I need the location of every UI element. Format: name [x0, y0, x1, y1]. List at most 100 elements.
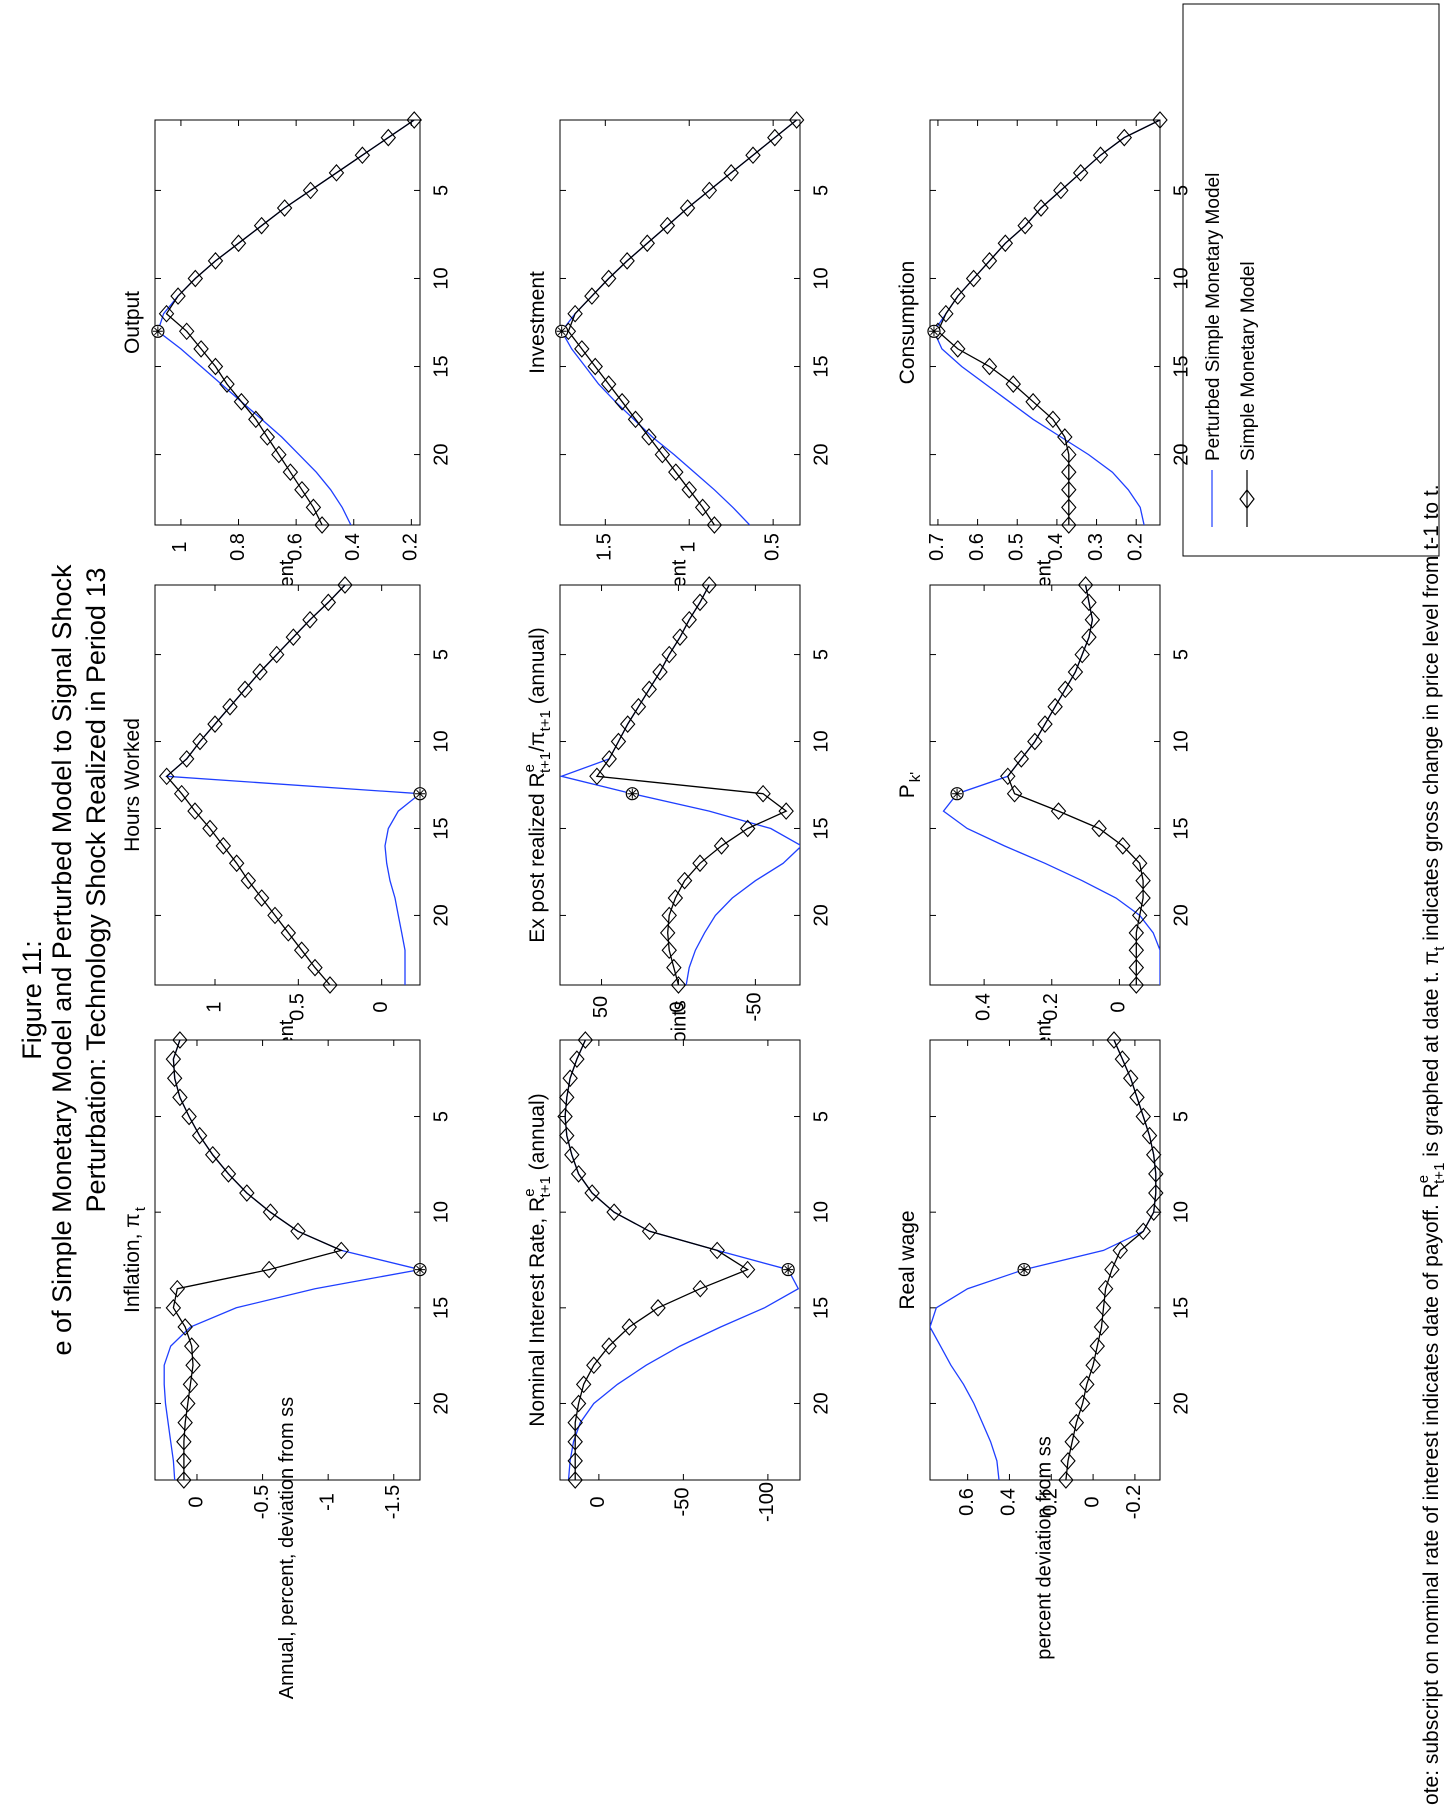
- y-tick-label: 0.2: [400, 533, 422, 561]
- y-tick-label: -50: [744, 993, 766, 1022]
- marker-diamond: [314, 516, 330, 534]
- y-tick-label: 0: [1108, 1001, 1130, 1012]
- x-tick-label: 5: [810, 1111, 832, 1122]
- marker-diamond: [630, 697, 647, 716]
- marker-diamond: [584, 1184, 600, 1202]
- marker-diamond: [176, 1432, 192, 1451]
- x-tick-label: 10: [430, 267, 452, 289]
- x-tick-label: 5: [430, 649, 452, 660]
- marker-diamond: [670, 976, 687, 994]
- marker-diamond: [322, 976, 338, 994]
- marker-diamond: [564, 1145, 580, 1164]
- marker-diamond: [192, 732, 208, 751]
- marker-diamond: [178, 322, 195, 341]
- marker-diamond: [1135, 1107, 1152, 1126]
- plot-frame: [929, 119, 1161, 526]
- marker-diamond: [1068, 1413, 1085, 1432]
- marker-diamond: [676, 871, 693, 890]
- marker-diamond: [570, 1394, 587, 1413]
- y-tick-label: 0.3: [1085, 533, 1107, 561]
- chart-title: Investment: [526, 271, 549, 374]
- marker-diamond: [562, 1069, 578, 1088]
- marker-diamond: [557, 1107, 573, 1126]
- series-group: [165, 585, 420, 985]
- marker-diamond: [1037, 715, 1053, 733]
- x-tick-label: 20: [810, 904, 832, 926]
- marker-diamond: [692, 1279, 709, 1298]
- marker-diamond: [627, 410, 644, 429]
- x-tick-label: 20: [810, 1392, 832, 1414]
- marker-diamond: [1064, 1432, 1080, 1451]
- chart-title: Output: [121, 291, 144, 354]
- marker-diamond: [1092, 146, 1109, 165]
- marker-shock-star: [556, 326, 567, 337]
- marker-diamond: [239, 1184, 255, 1202]
- x-tick-label: 10: [810, 1201, 832, 1223]
- marker-diamond: [302, 181, 319, 200]
- series-line-simple: [937, 120, 1160, 525]
- marker-diamond: [294, 480, 310, 499]
- legend-marker-diamond: [1239, 489, 1255, 509]
- marker-diamond: [230, 234, 247, 253]
- y-tick-label: -0.5: [251, 1485, 273, 1519]
- x-tick-label: 10: [1170, 1201, 1192, 1223]
- x-tick-label: 5: [1170, 185, 1192, 196]
- marker-shock-star: [415, 788, 425, 799]
- marker-diamond: [1116, 128, 1133, 147]
- marker-diamond: [1114, 1050, 1131, 1068]
- marker-diamond: [170, 287, 186, 305]
- chart-8: 5 10 15 20 -0.2 0 0.2 0.4 0.6 Real wage percent de…: [896, 1031, 1192, 1660]
- marker-diamond: [641, 1222, 658, 1241]
- y-tick-label: 0.6: [956, 1488, 978, 1516]
- x-tick-label: 15: [810, 1297, 832, 1319]
- marker-diamond: [567, 1413, 583, 1432]
- marker-diamond: [584, 287, 600, 305]
- marker-diamond: [981, 357, 998, 376]
- marker-diamond: [667, 889, 684, 907]
- marker-diamond: [1050, 802, 1067, 820]
- chart-title: Consumption: [896, 261, 919, 385]
- marker-diamond: [574, 340, 590, 358]
- y-tick-label: 0.6: [284, 533, 306, 561]
- marker-diamond: [567, 304, 583, 323]
- marker-diamond: [207, 357, 224, 376]
- marker-diamond: [173, 784, 190, 803]
- marker-diamond: [1135, 871, 1151, 890]
- y-tick-label: 0: [370, 1001, 392, 1012]
- marker-diamond: [1027, 732, 1043, 751]
- marker-diamond: [305, 498, 322, 517]
- marker-diamond: [1112, 1241, 1129, 1260]
- marker-diamond: [253, 889, 270, 907]
- marker-diamond: [177, 1413, 193, 1432]
- x-tick-label: 15: [1170, 1297, 1192, 1319]
- marker-diamond: [1061, 516, 1077, 534]
- y-tick-label: 0.2: [1040, 1488, 1062, 1516]
- marker-diamond: [619, 252, 635, 270]
- marker-diamond: [767, 128, 783, 147]
- marker-diamond: [668, 463, 684, 482]
- marker-diamond: [569, 1050, 585, 1068]
- y-tick-label: 0.4: [342, 533, 364, 561]
- marker-diamond: [176, 1452, 192, 1470]
- marker-diamond: [652, 663, 668, 681]
- marker-diamond: [1067, 663, 1084, 681]
- x-tick-label: 20: [1170, 443, 1192, 465]
- marker-diamond: [1017, 216, 1033, 235]
- marker-diamond: [1061, 480, 1077, 499]
- marker-diamond: [169, 1279, 186, 1298]
- plot-frame: [154, 119, 421, 526]
- chart-2: 51015200.20.30.40.50.60.7Consumptionperc…: [896, 111, 1192, 626]
- marker-diamond: [692, 593, 708, 612]
- marker-diamond: [333, 1241, 350, 1260]
- x-tick-label: 20: [430, 443, 452, 465]
- marker-diamond: [1060, 1452, 1076, 1470]
- marker-diamond: [185, 1356, 201, 1375]
- y-tick-label: -100: [756, 1482, 778, 1522]
- y-tick-label: 0.2: [1040, 993, 1062, 1021]
- marker-diamond: [666, 958, 682, 977]
- marker-diamond: [659, 923, 676, 942]
- marker-diamond: [577, 1031, 594, 1049]
- series-line-simple: [567, 120, 798, 525]
- chart-title: Pk': [896, 772, 924, 799]
